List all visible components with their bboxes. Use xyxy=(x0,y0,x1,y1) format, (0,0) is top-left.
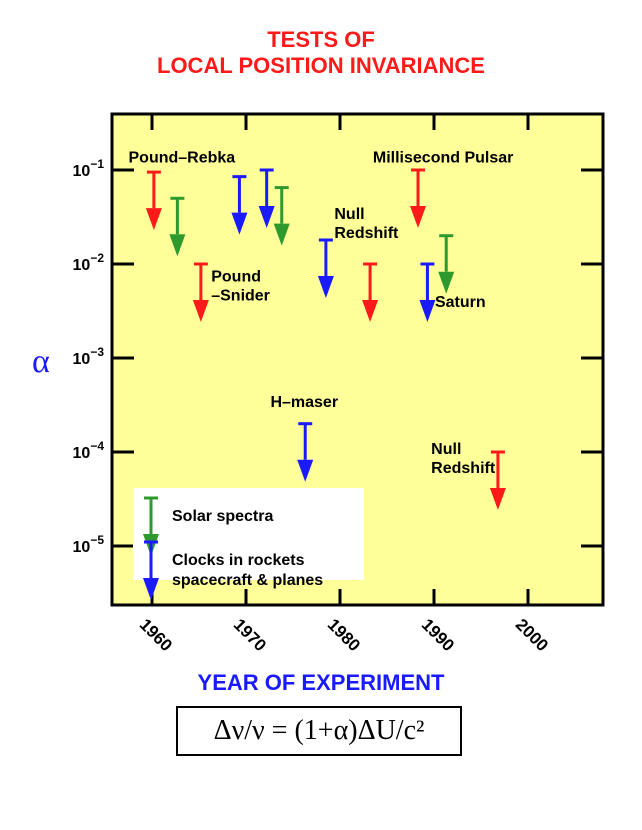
y-tick-exponent: −3 xyxy=(90,345,104,359)
limit-arrow xyxy=(258,168,275,228)
limit-arrow xyxy=(362,262,379,322)
limit-arrow xyxy=(169,196,186,257)
y-tick-label: 10−5 xyxy=(73,533,105,556)
annotation-label: Millisecond Pulsar xyxy=(373,150,513,167)
limit-arrow xyxy=(231,175,248,235)
annotation-label: Redshift xyxy=(334,225,399,242)
x-tick-label: 1990 xyxy=(418,615,458,655)
x-axis-label: YEAR OF EXPERIMENT xyxy=(197,670,445,695)
annotation-label: Pound–Rebka xyxy=(129,150,236,167)
legend-label: Solar spectra xyxy=(172,508,273,525)
y-tick-label: 10−2 xyxy=(73,251,105,274)
limit-arrow xyxy=(419,262,436,322)
limit-arrow xyxy=(297,422,314,482)
y-tick-exponent: −2 xyxy=(90,251,104,265)
y-tick-label: 10−4 xyxy=(73,439,105,462)
y-tick-label: 10−1 xyxy=(73,157,105,180)
x-tick-label: 1960 xyxy=(136,615,176,655)
legend-label: spacecraft & planes xyxy=(172,572,323,589)
x-tick-label: 2000 xyxy=(512,615,552,655)
limit-arrow xyxy=(317,238,334,299)
chart-title-line2: LOCAL POSITION INVARIANCE xyxy=(157,53,485,78)
annotation-label: Saturn xyxy=(435,294,486,311)
annotation-label: –Snider xyxy=(211,288,270,305)
annotation-label: Null xyxy=(431,441,461,458)
limit-arrow xyxy=(145,170,162,231)
legend-label: Clocks in rockets xyxy=(172,552,305,569)
y-tick-exponent: −4 xyxy=(90,439,104,453)
annotation-label: Null xyxy=(334,206,364,223)
y-axis-label: α xyxy=(32,343,50,380)
formula-box: Δν/ν = (1+α)ΔU/c² xyxy=(176,706,462,756)
annotation-label: H–maser xyxy=(270,394,338,411)
y-tick-label: 10−3 xyxy=(73,345,105,368)
y-tick-exponent: −1 xyxy=(90,157,104,171)
limit-arrow xyxy=(489,450,506,510)
limit-arrow xyxy=(438,234,455,294)
legend-arrow xyxy=(143,540,159,600)
chart-title-line1: TESTS OF xyxy=(267,27,375,52)
limit-arrow xyxy=(410,168,427,228)
limit-arrow xyxy=(273,186,290,246)
x-tick-label: 1980 xyxy=(324,615,364,655)
y-tick-exponent: −5 xyxy=(90,533,104,547)
annotation-label: Pound xyxy=(211,269,261,286)
annotation-label: Redshift xyxy=(431,460,496,477)
x-tick-label: 1970 xyxy=(230,615,270,655)
limit-arrow xyxy=(192,262,209,322)
legend-box xyxy=(133,488,364,580)
